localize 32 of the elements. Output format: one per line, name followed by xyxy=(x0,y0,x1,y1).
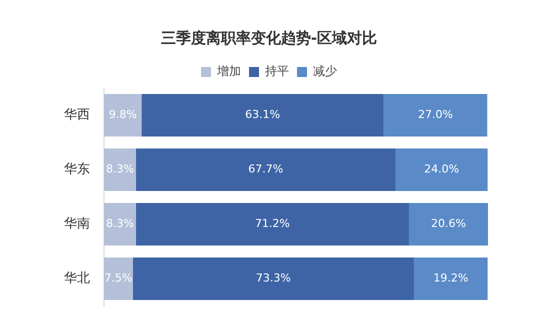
data-label: 8.3% xyxy=(106,162,134,176)
legend-label: 增加 xyxy=(216,64,241,78)
data-label: 7.5% xyxy=(104,272,132,285)
data-label: 20.6% xyxy=(431,217,466,230)
y-tick-label: 华北 xyxy=(64,271,90,286)
data-label: 27.0% xyxy=(418,108,453,122)
bar xyxy=(104,257,133,300)
data-label: 73.3% xyxy=(256,272,291,285)
data-label: 8.3% xyxy=(106,217,134,230)
data-label: 71.2% xyxy=(254,217,290,230)
bar xyxy=(132,257,414,300)
data-label: 63.1% xyxy=(245,108,280,122)
y-tick-label: 华东 xyxy=(64,162,90,178)
bar xyxy=(104,94,142,137)
bar xyxy=(396,148,488,192)
data-label: 24.0% xyxy=(424,162,460,176)
bar xyxy=(136,202,409,246)
bar xyxy=(142,94,384,137)
bar xyxy=(104,202,136,246)
bar xyxy=(414,257,488,300)
bar xyxy=(136,148,396,192)
bar xyxy=(104,148,136,192)
data-label: 67.7% xyxy=(248,162,284,176)
data-label: 19.2% xyxy=(433,272,468,285)
bar xyxy=(384,94,488,137)
bar xyxy=(408,202,488,246)
legend-label: 持平 xyxy=(265,64,289,78)
y-tick-label: 华南 xyxy=(64,216,90,232)
y-tick-label: 华西 xyxy=(64,108,90,123)
data-label: 9.8% xyxy=(108,108,137,122)
chart-title: 三季度离职率变化趋势-区域对比 xyxy=(160,28,378,47)
legend-label: 减少 xyxy=(313,64,337,78)
